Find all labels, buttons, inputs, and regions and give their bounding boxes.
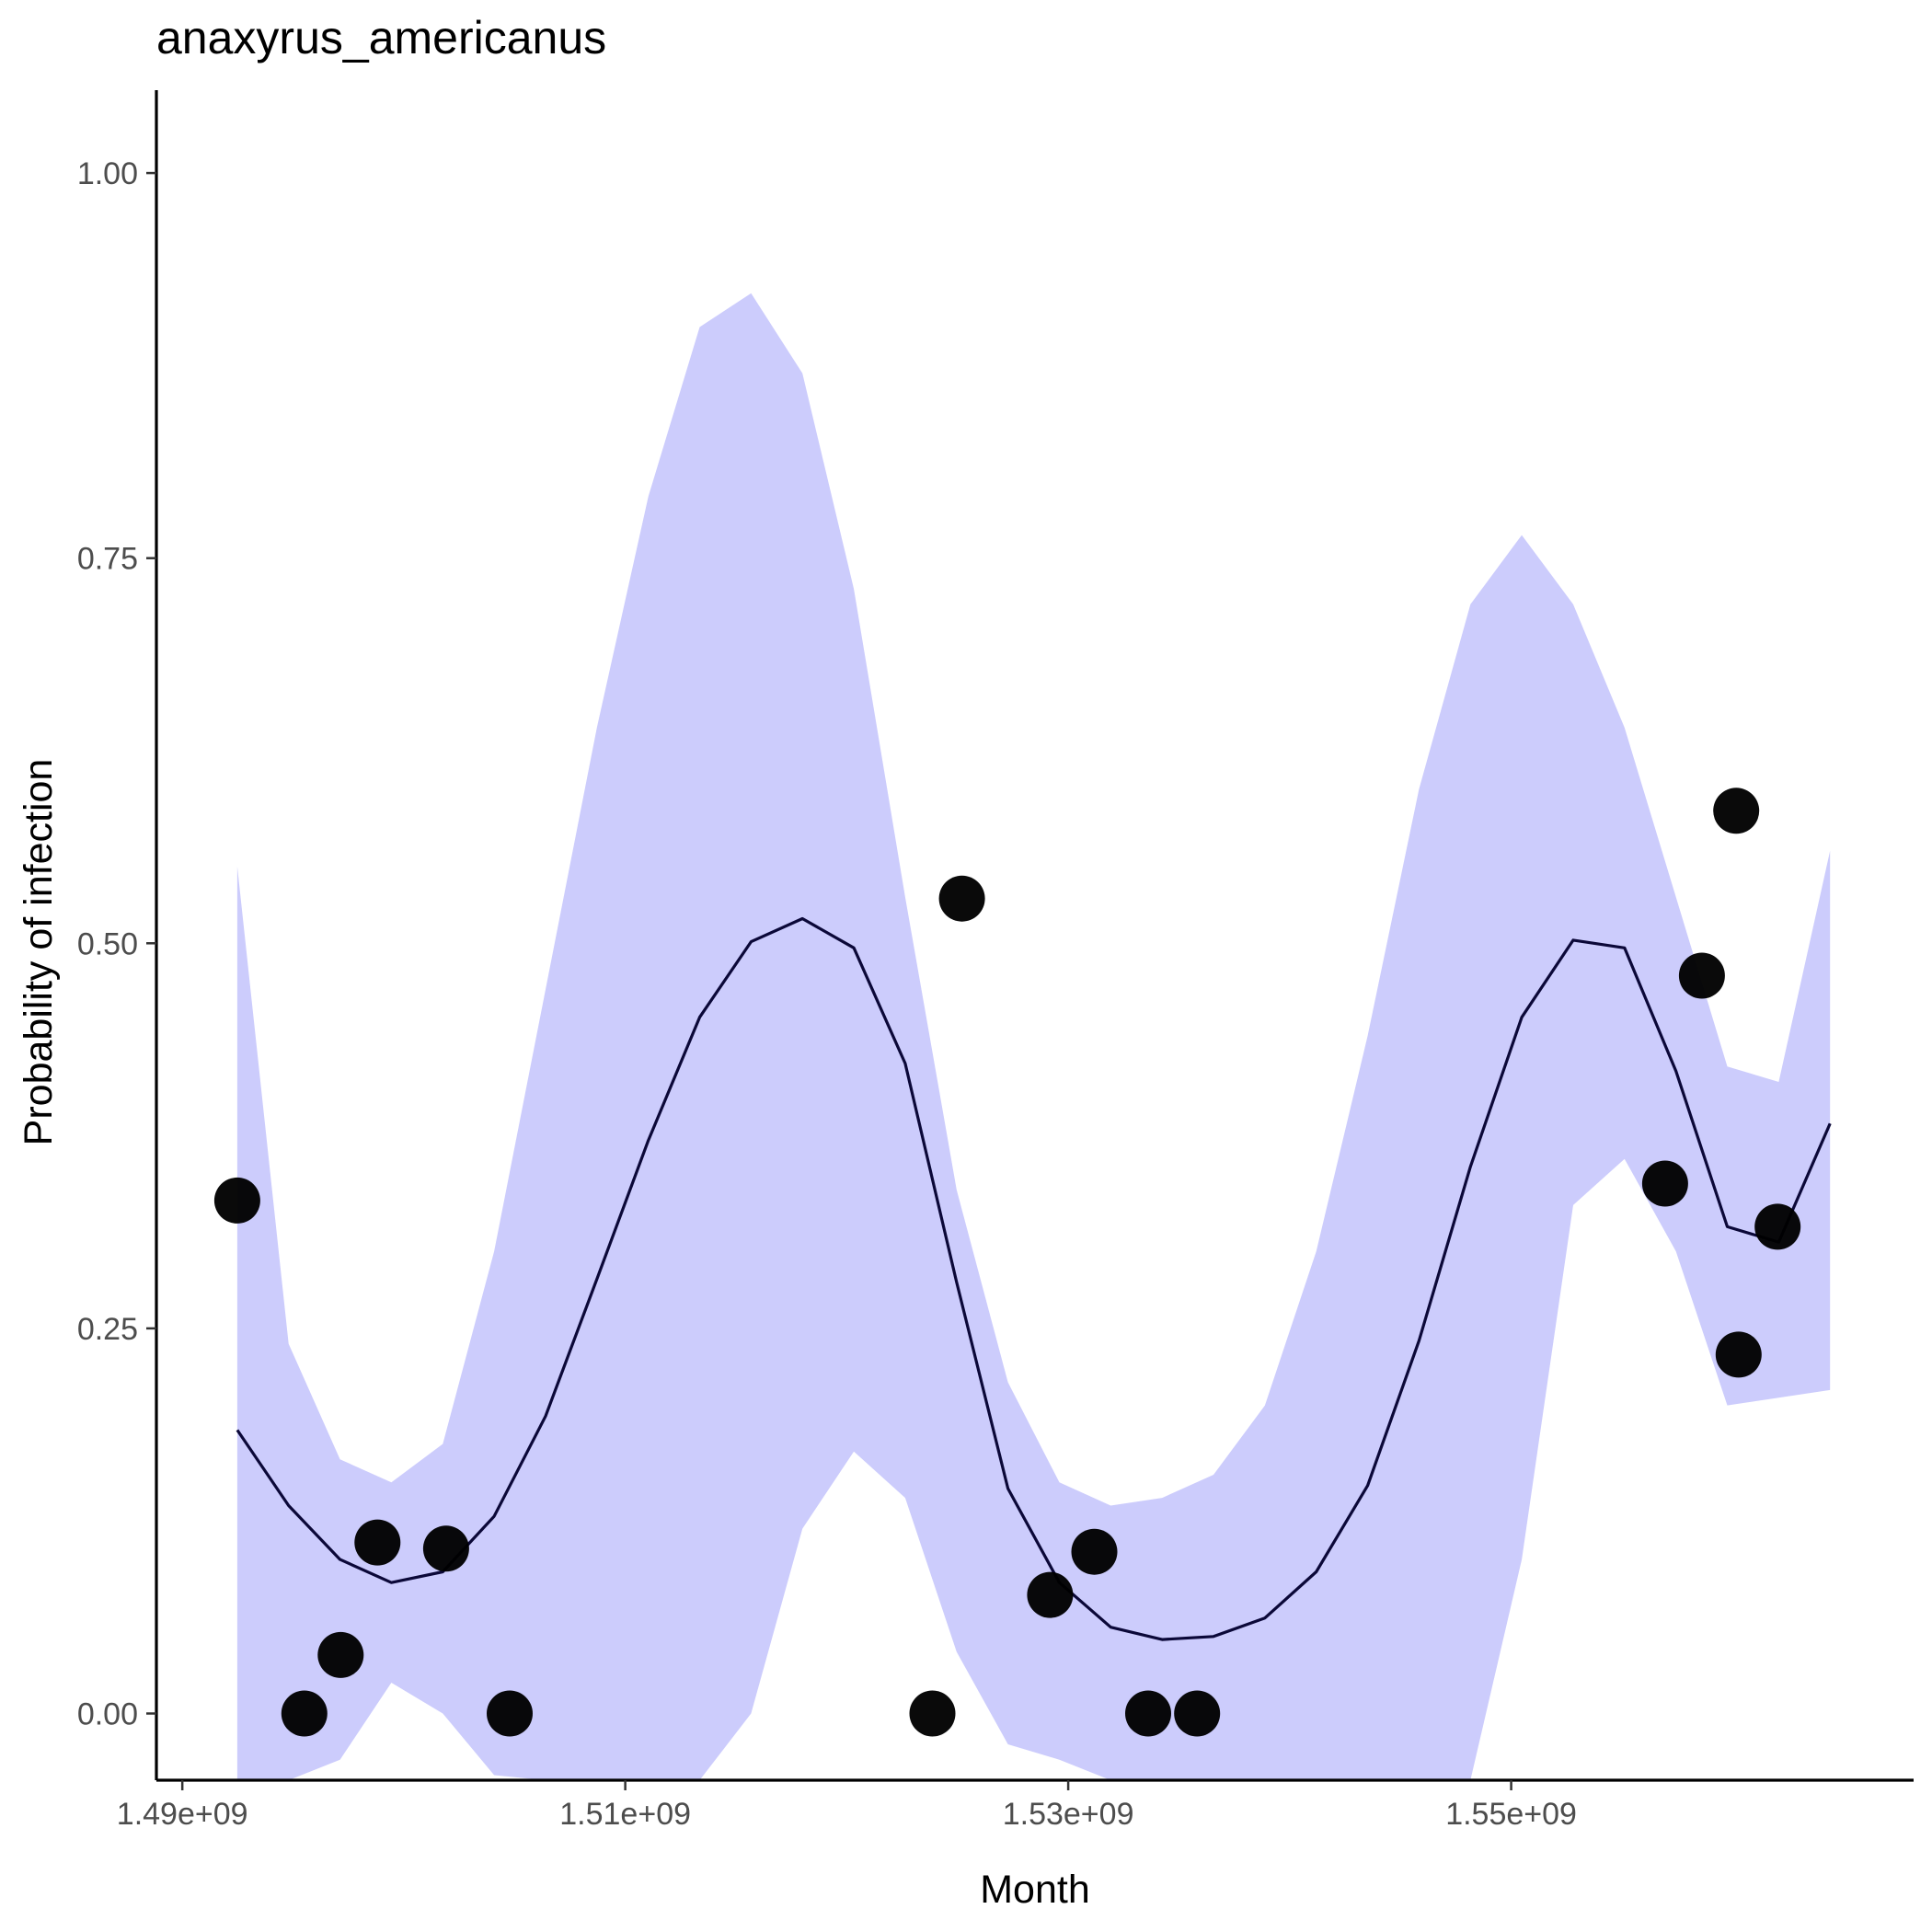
data-point xyxy=(1713,788,1760,834)
y-tick-label: 0.00 xyxy=(77,1696,138,1731)
data-point xyxy=(1678,952,1725,999)
y-axis-title: Probability of infection xyxy=(17,759,61,1146)
data-point xyxy=(1754,1203,1801,1250)
x-axis-title: Month xyxy=(980,1868,1090,1912)
y-tick-label: 1.00 xyxy=(77,156,138,191)
data-point xyxy=(317,1631,364,1678)
x-tick-label: 1.53e+09 xyxy=(1003,1797,1134,1832)
data-point xyxy=(1027,1571,1074,1618)
chart-title: anaxyrus_americanus xyxy=(156,12,606,63)
fit-line-layer xyxy=(236,916,1832,1641)
data-point xyxy=(213,1177,260,1224)
data-point xyxy=(1071,1528,1118,1575)
fit-line xyxy=(236,916,1832,1641)
data-point xyxy=(422,1525,469,1572)
y-tick-label: 0.50 xyxy=(77,926,138,961)
data-point xyxy=(487,1690,533,1737)
data-point xyxy=(354,1519,401,1566)
confidence-band-layer xyxy=(236,293,1831,1781)
x-axis-ticks: 1.49e+09 1.51e+09 1.53e+09 1.55e+09 xyxy=(117,1780,1577,1832)
data-point xyxy=(1125,1690,1171,1737)
x-tick-label: 1.55e+09 xyxy=(1445,1797,1577,1832)
data-point xyxy=(1715,1331,1762,1378)
y-tick-label: 0.25 xyxy=(77,1312,138,1347)
data-point xyxy=(1641,1160,1688,1207)
x-tick-label: 1.49e+09 xyxy=(117,1797,248,1832)
axes xyxy=(155,90,1914,1782)
data-point xyxy=(281,1690,328,1737)
confidence-band xyxy=(236,293,1831,1781)
y-tick-label: 0.75 xyxy=(77,542,138,577)
data-point xyxy=(909,1690,956,1737)
y-axis-ticks: 0.00 0.25 0.50 0.75 1.00 xyxy=(77,156,156,1731)
x-tick-label: 1.51e+09 xyxy=(559,1797,691,1832)
data-point xyxy=(938,875,985,922)
data-point xyxy=(1174,1690,1221,1737)
data-points-layer xyxy=(213,788,1801,1737)
